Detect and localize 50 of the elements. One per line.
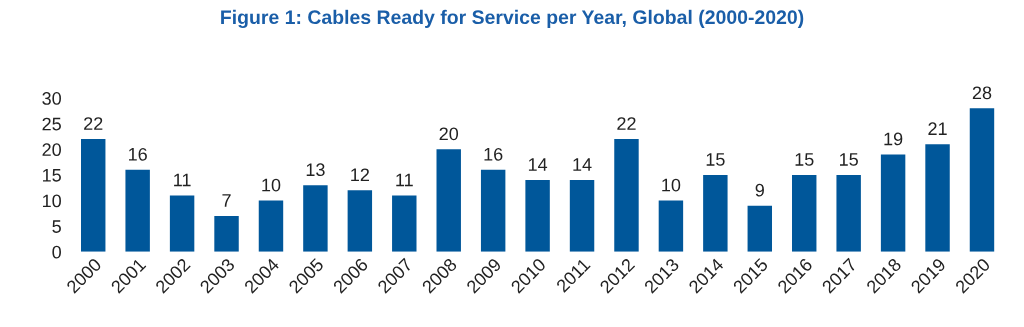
data-label: 15 (840, 153, 858, 166)
y-tick-label: 25 (42, 117, 61, 131)
bar (125, 169, 150, 252)
data-label: 10 (662, 178, 681, 192)
data-label: 14 (573, 158, 592, 171)
data-label: 21 (928, 122, 947, 135)
bar (303, 185, 328, 252)
data-label: 11 (174, 173, 191, 187)
chart-title: Figure 1: Cables Ready for Service per Year, Global (2000-2020) (221, 9, 804, 29)
bar (258, 200, 284, 252)
data-label: 20 (439, 127, 459, 141)
data-label: 11 (396, 173, 413, 187)
data-label: 15 (706, 153, 725, 166)
data-label: 12 (351, 168, 369, 182)
bar (703, 174, 728, 252)
bar (347, 190, 373, 252)
data-label: 9 (755, 183, 764, 197)
bar (214, 215, 239, 252)
data-label: 28 (972, 86, 992, 100)
data-label: 22 (84, 117, 103, 130)
data-label: 7 (222, 194, 231, 207)
y-tick-label: 15 (42, 169, 61, 182)
data-label: 15 (795, 153, 814, 166)
bar (747, 205, 773, 252)
bar (614, 139, 639, 252)
bar (436, 149, 461, 252)
bar (169, 195, 195, 252)
data-label: 13 (306, 163, 325, 177)
bar (880, 154, 906, 252)
bar (525, 180, 550, 252)
data-label: 10 (262, 178, 281, 192)
y-tick-label: 20 (42, 143, 61, 157)
data-label: 16 (129, 147, 147, 161)
data-label: 16 (484, 147, 503, 161)
bar (81, 139, 106, 252)
data-label: 22 (617, 117, 636, 130)
bar (480, 169, 506, 252)
bar (792, 174, 817, 252)
bar (569, 180, 595, 252)
y-tick-label: 30 (42, 92, 61, 105)
bar (969, 108, 995, 252)
bar (392, 195, 417, 252)
y-tick-label: 0 (52, 245, 61, 259)
bar (925, 144, 950, 252)
y-tick-label: 10 (42, 194, 61, 208)
data-label: 14 (528, 158, 548, 171)
data-label: 19 (884, 132, 903, 146)
bar (836, 174, 861, 252)
bar (658, 200, 684, 252)
y-tick-label: 5 (52, 220, 61, 233)
